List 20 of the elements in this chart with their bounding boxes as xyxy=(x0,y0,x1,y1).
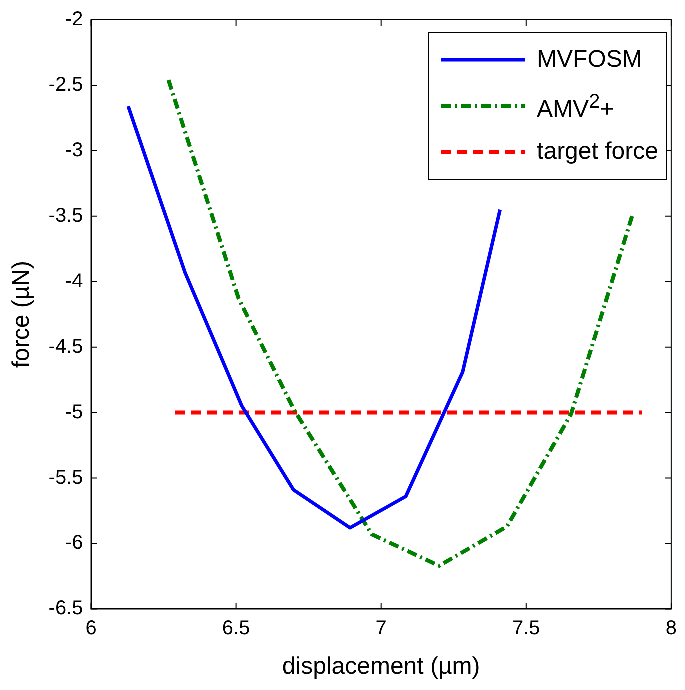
legend-label: MVFOSM xyxy=(537,45,642,75)
x-tick-label: 7.5 xyxy=(512,618,540,640)
x-axis-title: displacement (µm) xyxy=(282,653,480,680)
x-tick-label: 6.5 xyxy=(222,618,250,640)
y-tick-label: -3 xyxy=(65,139,84,162)
x-tick-label: 7 xyxy=(376,618,387,640)
y-tick-label: -4 xyxy=(65,270,84,292)
y-tick-label: -2.5 xyxy=(48,74,84,96)
y-tick-label: -5.5 xyxy=(48,466,84,489)
legend-label: target force xyxy=(537,137,658,167)
y-axis-title: force (µN) xyxy=(8,261,36,368)
x-tick-label: 8 xyxy=(666,618,677,640)
y-tick-label: -2 xyxy=(65,8,84,31)
y-tick-label: -5 xyxy=(65,401,84,424)
legend-label: AMV$^{2}$+ xyxy=(537,90,614,125)
y-tick-label: -4.5 xyxy=(48,336,84,358)
y-tick-label: -6.5 xyxy=(48,598,84,620)
y-tick-label: -6 xyxy=(65,532,84,554)
x-tick-label: 6 xyxy=(86,618,97,640)
y-tick-label: -3.5 xyxy=(48,204,84,227)
